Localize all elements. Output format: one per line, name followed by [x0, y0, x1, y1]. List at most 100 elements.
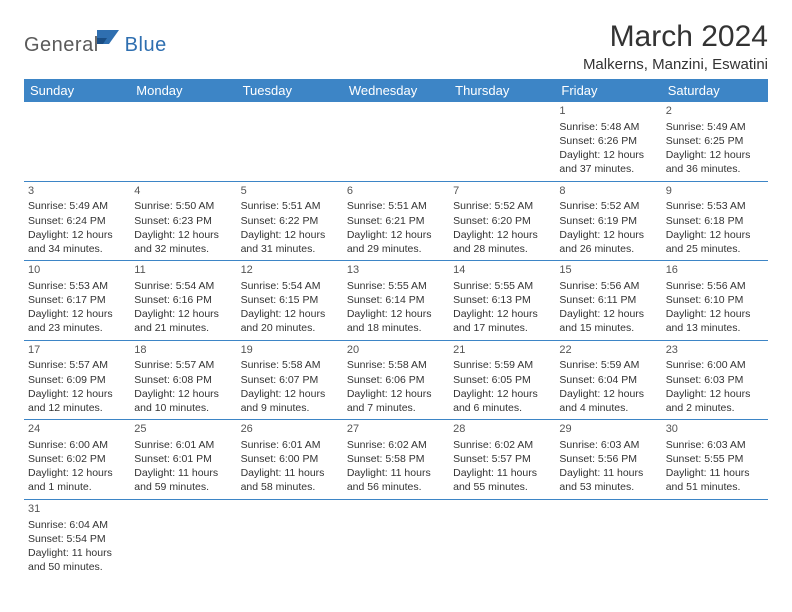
calendar-day-cell: 6Sunrise: 5:51 AMSunset: 6:21 PMDaylight…	[343, 181, 449, 261]
day-number: 26	[241, 422, 339, 437]
sunrise-line: Sunrise: 6:02 AM	[347, 438, 445, 452]
daylight-line: Daylight: 12 hours and 36 minutes.	[666, 148, 764, 176]
daylight-line: Daylight: 12 hours and 12 minutes.	[28, 387, 126, 415]
daylight-line: Daylight: 12 hours and 17 minutes.	[453, 307, 551, 335]
calendar-empty-cell	[555, 499, 661, 578]
sunset-line: Sunset: 6:07 PM	[241, 373, 339, 387]
sunrise-line: Sunrise: 6:00 AM	[666, 358, 764, 372]
daylight-line: Daylight: 11 hours and 55 minutes.	[453, 466, 551, 494]
weekday-header: Friday	[555, 79, 661, 102]
daylight-line: Daylight: 12 hours and 2 minutes.	[666, 387, 764, 415]
daylight-line: Daylight: 12 hours and 23 minutes.	[28, 307, 126, 335]
day-number: 1	[559, 104, 657, 119]
calendar-day-cell: 16Sunrise: 5:56 AMSunset: 6:10 PMDayligh…	[662, 261, 768, 341]
sunrise-line: Sunrise: 5:51 AM	[347, 199, 445, 213]
day-number: 23	[666, 343, 764, 358]
weekday-header: Tuesday	[237, 79, 343, 102]
daylight-line: Daylight: 12 hours and 37 minutes.	[559, 148, 657, 176]
daylight-line: Daylight: 11 hours and 50 minutes.	[28, 546, 126, 574]
daylight-line: Daylight: 12 hours and 13 minutes.	[666, 307, 764, 335]
calendar-empty-cell	[237, 102, 343, 181]
sunset-line: Sunset: 6:19 PM	[559, 214, 657, 228]
sunset-line: Sunset: 6:00 PM	[241, 452, 339, 466]
sunrise-line: Sunrise: 5:53 AM	[28, 279, 126, 293]
day-number: 14	[453, 263, 551, 278]
sunrise-line: Sunrise: 5:52 AM	[453, 199, 551, 213]
calendar-day-cell: 25Sunrise: 6:01 AMSunset: 6:01 PMDayligh…	[130, 420, 236, 500]
sunrise-line: Sunrise: 5:54 AM	[134, 279, 232, 293]
calendar-day-cell: 19Sunrise: 5:58 AMSunset: 6:07 PMDayligh…	[237, 340, 343, 420]
day-number: 8	[559, 184, 657, 199]
day-number: 3	[28, 184, 126, 199]
day-number: 31	[28, 502, 126, 517]
logo-text-blue: Blue	[125, 34, 167, 57]
sunset-line: Sunset: 6:11 PM	[559, 293, 657, 307]
calendar-day-cell: 10Sunrise: 5:53 AMSunset: 6:17 PMDayligh…	[24, 261, 130, 341]
daylight-line: Daylight: 12 hours and 32 minutes.	[134, 228, 232, 256]
daylight-line: Daylight: 11 hours and 56 minutes.	[347, 466, 445, 494]
calendar-empty-cell	[24, 102, 130, 181]
daylight-line: Daylight: 11 hours and 53 minutes.	[559, 466, 657, 494]
sunrise-line: Sunrise: 6:02 AM	[453, 438, 551, 452]
sunrise-line: Sunrise: 6:03 AM	[559, 438, 657, 452]
daylight-line: Daylight: 12 hours and 31 minutes.	[241, 228, 339, 256]
day-number: 6	[347, 184, 445, 199]
calendar-day-cell: 11Sunrise: 5:54 AMSunset: 6:16 PMDayligh…	[130, 261, 236, 341]
sunset-line: Sunset: 6:20 PM	[453, 214, 551, 228]
sunset-line: Sunset: 5:56 PM	[559, 452, 657, 466]
daylight-line: Daylight: 12 hours and 4 minutes.	[559, 387, 657, 415]
sunrise-line: Sunrise: 5:59 AM	[453, 358, 551, 372]
sunset-line: Sunset: 5:55 PM	[666, 452, 764, 466]
daylight-line: Daylight: 12 hours and 20 minutes.	[241, 307, 339, 335]
calendar-day-cell: 15Sunrise: 5:56 AMSunset: 6:11 PMDayligh…	[555, 261, 661, 341]
calendar-day-cell: 20Sunrise: 5:58 AMSunset: 6:06 PMDayligh…	[343, 340, 449, 420]
day-number: 22	[559, 343, 657, 358]
daylight-line: Daylight: 11 hours and 51 minutes.	[666, 466, 764, 494]
daylight-line: Daylight: 12 hours and 29 minutes.	[347, 228, 445, 256]
sunset-line: Sunset: 6:23 PM	[134, 214, 232, 228]
weekday-header: Monday	[130, 79, 236, 102]
sunset-line: Sunset: 6:14 PM	[347, 293, 445, 307]
day-number: 16	[666, 263, 764, 278]
day-number: 21	[453, 343, 551, 358]
calendar-day-cell: 26Sunrise: 6:01 AMSunset: 6:00 PMDayligh…	[237, 420, 343, 500]
sunrise-line: Sunrise: 6:04 AM	[28, 518, 126, 532]
calendar-empty-cell	[662, 499, 768, 578]
sunset-line: Sunset: 5:58 PM	[347, 452, 445, 466]
daylight-line: Daylight: 12 hours and 7 minutes.	[347, 387, 445, 415]
location: Malkerns, Manzini, Eswatini	[583, 56, 768, 73]
day-number: 27	[347, 422, 445, 437]
daylight-line: Daylight: 12 hours and 18 minutes.	[347, 307, 445, 335]
day-number: 2	[666, 104, 764, 119]
calendar-week-row: 3Sunrise: 5:49 AMSunset: 6:24 PMDaylight…	[24, 181, 768, 261]
daylight-line: Daylight: 12 hours and 6 minutes.	[453, 387, 551, 415]
sunset-line: Sunset: 6:18 PM	[666, 214, 764, 228]
calendar-week-row: 31Sunrise: 6:04 AMSunset: 5:54 PMDayligh…	[24, 499, 768, 578]
sunrise-line: Sunrise: 6:00 AM	[28, 438, 126, 452]
sunset-line: Sunset: 6:06 PM	[347, 373, 445, 387]
day-number: 10	[28, 263, 126, 278]
calendar-day-cell: 14Sunrise: 5:55 AMSunset: 6:13 PMDayligh…	[449, 261, 555, 341]
sunset-line: Sunset: 6:15 PM	[241, 293, 339, 307]
calendar-head: SundayMondayTuesdayWednesdayThursdayFrid…	[24, 79, 768, 102]
sunset-line: Sunset: 6:25 PM	[666, 134, 764, 148]
sunset-line: Sunset: 6:09 PM	[28, 373, 126, 387]
day-number: 9	[666, 184, 764, 199]
day-number: 4	[134, 184, 232, 199]
sunrise-line: Sunrise: 6:01 AM	[241, 438, 339, 452]
day-number: 25	[134, 422, 232, 437]
day-number: 15	[559, 263, 657, 278]
sunset-line: Sunset: 6:21 PM	[347, 214, 445, 228]
calendar-week-row: 17Sunrise: 5:57 AMSunset: 6:09 PMDayligh…	[24, 340, 768, 420]
sunset-line: Sunset: 6:22 PM	[241, 214, 339, 228]
sunset-line: Sunset: 6:17 PM	[28, 293, 126, 307]
daylight-line: Daylight: 12 hours and 21 minutes.	[134, 307, 232, 335]
day-number: 19	[241, 343, 339, 358]
daylight-line: Daylight: 12 hours and 28 minutes.	[453, 228, 551, 256]
day-number: 20	[347, 343, 445, 358]
logo: General Blue	[24, 28, 167, 63]
day-number: 17	[28, 343, 126, 358]
day-number: 13	[347, 263, 445, 278]
day-number: 12	[241, 263, 339, 278]
day-number: 28	[453, 422, 551, 437]
